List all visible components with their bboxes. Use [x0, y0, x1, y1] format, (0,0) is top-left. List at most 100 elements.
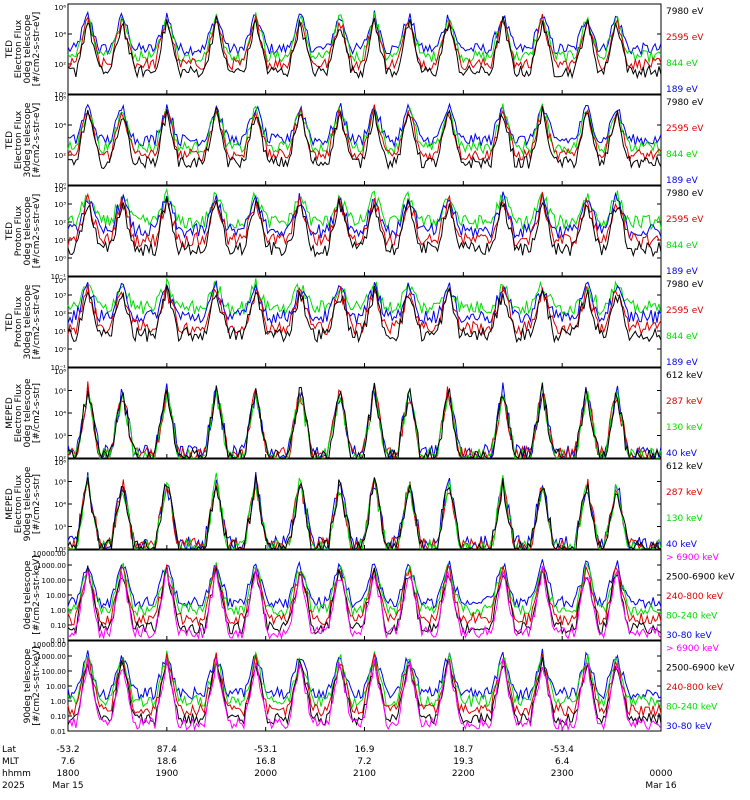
series-trace-80-240-kev	[67, 650, 662, 709]
y-axis-label-line: Electron Flux	[14, 474, 24, 533]
y-tick-label: 100.00	[42, 577, 67, 585]
legend-entry: 2500-6900 keV	[666, 573, 735, 583]
y-tick-label: 10⁰	[54, 91, 66, 99]
x-axis-lat-label: 16.9	[354, 745, 374, 755]
legend-entry: > 6900 keV	[666, 644, 720, 654]
y-tick-label: 10²	[54, 61, 66, 69]
row-label-lat: Lat	[2, 745, 17, 755]
legend-entry: 7980 eV	[666, 280, 704, 290]
y-tick-label: 10⁴	[54, 501, 66, 509]
legend-entry: 844 eV	[666, 332, 699, 342]
y-tick-label: 10⁴	[54, 122, 66, 130]
y-axis-label-line: [#/cm2-s-str]	[32, 383, 42, 443]
x-axis-hhmm-label: 2100	[353, 769, 376, 779]
panel-4: 10⁴ 10³ 10² 10¹ 10⁰ 10⁻¹ TED Proton Flux 30deg t…	[5, 276, 704, 372]
x-axis-mlt-label: 16.8	[256, 757, 276, 767]
legend-entry: 30-80 keV	[666, 722, 712, 732]
series-trace-130-kev	[67, 382, 662, 460]
x-axis-mlt-label: 7.6	[61, 757, 76, 767]
series-trace-612-kev	[67, 474, 662, 551]
y-tick-label: 10²	[54, 310, 66, 318]
y-axis-label-line: TED	[5, 222, 15, 241]
y-tick-label: 10²	[54, 219, 66, 227]
y-tick-label: 10⁶	[54, 459, 66, 467]
x-axis-date-label: Mar 15	[52, 781, 83, 791]
y-axis-label-line: 90deg telescope	[23, 648, 33, 723]
x-axis-mlt-label: 18.6	[157, 757, 177, 767]
legend-entry: 80-240 keV	[666, 612, 718, 622]
x-axis-lat-label: -53.4	[551, 745, 575, 755]
y-tick-label: 10⁰	[54, 182, 66, 190]
x-axis-hhmm-label: 1900	[155, 769, 178, 779]
y-tick-label: 0.10	[50, 622, 66, 630]
y-tick-label: 10⁴	[54, 186, 66, 194]
legend-entry: 844 eV	[666, 59, 699, 69]
y-tick-label: 10²	[54, 152, 66, 160]
x-axis-mlt-label: 7.2	[357, 757, 371, 767]
y-tick-label: 10⁻¹	[51, 273, 67, 281]
y-tick-label: 0.01	[50, 637, 66, 645]
y-tick-label: 10⁰	[54, 255, 66, 263]
legend-entry: 2595 eV	[666, 33, 704, 43]
series-trace-7980-ev	[67, 284, 662, 344]
y-tick-label: 10⁵	[54, 479, 66, 487]
y-axis-label-line: 0deg telescope	[23, 196, 33, 266]
series-trace-7980-ev	[67, 15, 662, 80]
y-tick-label: 10²	[54, 455, 66, 463]
series-trace-240-800-kev	[67, 652, 662, 718]
series-trace-612-kev	[67, 382, 662, 460]
y-tick-label: 10⁶	[54, 95, 66, 103]
y-axis-label-line: 30deg telescope	[23, 284, 33, 359]
y-axis-label-line: Proton Flux	[14, 205, 24, 256]
legend-entry: > 6900 keV	[666, 553, 720, 563]
legend-entry: 130 keV	[666, 514, 703, 524]
y-axis-label-line: 30deg telescope	[23, 102, 33, 177]
panel-5: 10⁶ 10⁵ 10⁴ 10³ 10² MEPED Electron Flux 0deg te…	[5, 367, 703, 463]
y-axis-label-line: 0deg telescope	[23, 560, 33, 630]
y-tick-label: 10⁶	[54, 368, 66, 376]
panel-2: 10⁶ 10⁴ 10² 10⁰ TED Electron Flux 30deg telesc…	[5, 94, 704, 190]
y-axis-label-line: [#/cm2-s-str-keV]	[32, 646, 42, 725]
y-tick-label: 10⁵	[54, 388, 66, 396]
y-tick-label: 10³	[54, 524, 66, 532]
y-axis-label-line: TED	[5, 313, 15, 332]
y-tick-label: 1000.00	[37, 562, 66, 570]
row-label-hhmm: hhmm	[2, 769, 31, 779]
y-axis-label-line: [#/cm2-s-str-eV]	[32, 12, 42, 87]
y-tick-label: 10³	[54, 433, 66, 441]
y-tick-label: 10⁴	[54, 277, 66, 285]
x-axis-lat-label: 87.4	[157, 745, 177, 755]
x-axis-hhmm-label: 2000	[254, 769, 277, 779]
legend-entry: 40 keV	[666, 449, 698, 459]
y-tick-label: 10¹	[54, 328, 66, 336]
series-trace-189-ev	[67, 102, 662, 148]
series-trace--6900-kev	[67, 565, 662, 641]
panel-frame	[67, 94, 662, 186]
y-axis-label-line: Electron Flux	[14, 19, 24, 78]
y-tick-label: 10¹	[54, 237, 66, 245]
y-tick-label: 10²	[54, 546, 66, 554]
series-trace-7980-ev	[67, 196, 662, 258]
y-tick-label: 10⁶	[54, 4, 66, 12]
row-label-mlt: MLT	[2, 757, 20, 767]
y-tick-label: 10000.00	[33, 550, 66, 558]
time-axis-labels: Lat MLT hhmm 2025 -53.2 7.6 1800 Mar 15 87.4…	[2, 745, 677, 791]
y-axis-label-line: TED	[5, 40, 15, 59]
legend-entry: 612 keV	[666, 371, 703, 381]
y-axis-label-line: Electron Flux	[14, 110, 24, 169]
legend-entry: 844 eV	[666, 241, 699, 251]
panel-7: 10000.00 1000.00 100.00 10.00 1.00 0.10 0.01 0d…	[23, 549, 735, 645]
row-label-year: 2025	[2, 781, 25, 791]
legend-entry: 2595 eV	[666, 306, 704, 316]
x-axis-lat-label: 18.7	[453, 745, 473, 755]
legend-entry: 844 eV	[666, 150, 699, 160]
legend-entry: 287 keV	[666, 397, 703, 407]
x-axis-date-label: Mar 16	[645, 781, 677, 791]
legend-entry: 30-80 keV	[666, 631, 712, 641]
y-axis-label-line: Proton Flux	[14, 296, 24, 347]
y-axis-label-line: 90deg telescope	[23, 466, 33, 541]
x-axis-hhmm-label: 2200	[452, 769, 475, 779]
x-axis-lat-label: -53.2	[56, 745, 79, 755]
y-tick-label: 100.00	[42, 668, 67, 676]
series-trace-189-ev	[67, 280, 662, 326]
